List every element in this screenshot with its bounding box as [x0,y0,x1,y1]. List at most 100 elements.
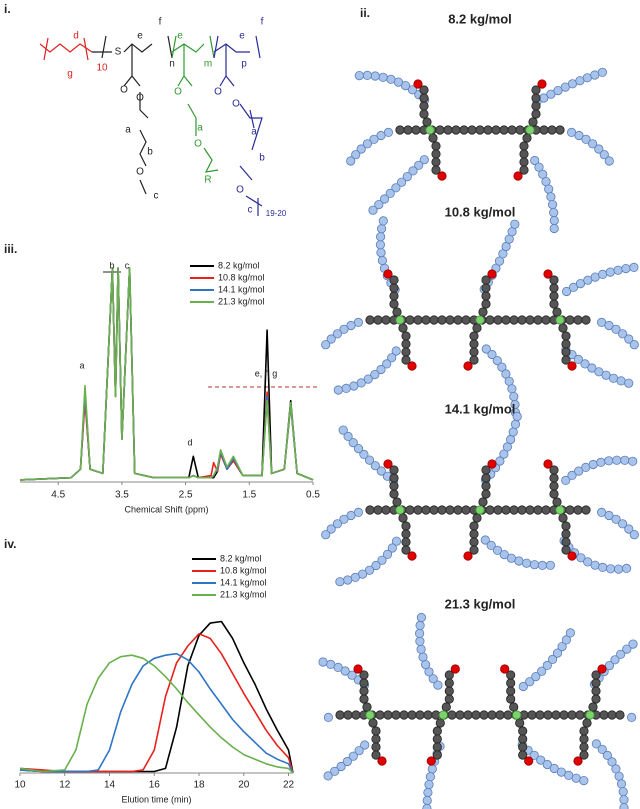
bead [469,339,479,349]
annotation: e, f, g [255,368,278,378]
bead [529,750,539,760]
bead [525,677,535,687]
bead [531,109,541,119]
panel-label: iii. [4,242,17,256]
bead [509,702,519,712]
bead [531,93,541,103]
bead [321,530,331,540]
bead [561,537,571,547]
bead [443,125,453,135]
bead [395,125,405,135]
bead [471,710,481,720]
bead [591,678,601,688]
bead [376,224,387,234]
bead [431,157,441,167]
structure-label: b [259,153,265,164]
bead [396,177,407,187]
bead [379,194,390,204]
bead [359,670,369,680]
bead [418,652,428,662]
bead [381,505,391,515]
bead [535,710,545,720]
bead [431,141,441,151]
bead [555,125,565,135]
bead [591,739,602,749]
bead [541,315,551,325]
bead [387,543,397,553]
bead [536,755,546,765]
bead [590,560,600,570]
bead [561,529,571,539]
bead [579,750,589,760]
bead [549,481,559,491]
bead [411,125,421,135]
bead [323,771,333,781]
bead [568,282,579,292]
annotation: c [125,260,130,270]
x-tick-label: 10 [14,780,26,791]
legend-label: 14.1 kg/mol [218,284,265,294]
bead [543,459,553,469]
bead [597,67,608,77]
bead [575,710,585,720]
bead [558,513,568,523]
bead [382,549,393,560]
bead [537,79,547,89]
bead [565,315,575,325]
bead [364,565,375,575]
bead [472,323,482,333]
bead [414,160,424,170]
x-tick-label: 14 [104,780,116,791]
bead [401,545,411,555]
bead [360,740,370,750]
bead [332,519,342,529]
structure-label: O [120,85,128,96]
structure-label: a [251,127,257,138]
structure-label: n [169,59,175,70]
bead [531,671,541,682]
bead [549,465,559,475]
cartoon-title: 14.1 kg/mol [445,401,516,416]
bead [615,710,625,720]
structure-label: O [214,87,222,98]
bead [579,775,589,786]
x-tick-label: 0.5 [306,490,320,501]
bead [432,742,442,752]
bead [376,466,386,476]
bead [604,660,615,671]
bead [620,455,630,465]
annotation: a [79,360,84,370]
bead [401,537,411,547]
legend-label: 14.1 kg/mol [220,577,267,587]
bead [407,361,417,371]
bead [624,334,634,344]
bead [610,655,620,665]
bead [545,560,556,570]
x-tick-label: 2.5 [179,490,193,501]
bead [359,686,369,696]
bead [539,125,549,135]
bead [444,670,454,680]
bead [517,315,527,325]
bead [508,427,518,437]
bead [574,130,584,141]
structure-label: O [174,87,182,98]
bead [362,70,372,81]
bead [518,734,528,744]
bead [371,742,381,752]
bead [475,125,485,135]
bead [561,355,571,365]
structure-label: O [236,185,244,196]
structure-label: e [239,31,245,42]
bead [362,702,372,712]
bead [403,125,413,135]
bead [370,71,380,81]
x-tick-label: 4.5 [51,490,65,501]
bead [519,149,529,159]
bead [559,710,569,720]
bead [422,795,432,806]
bead [423,710,433,720]
bead [323,712,333,723]
bead [524,756,534,766]
bead [346,156,356,166]
